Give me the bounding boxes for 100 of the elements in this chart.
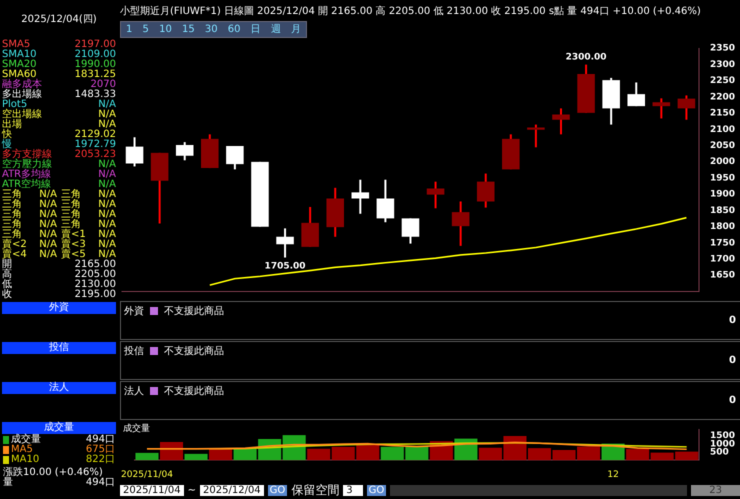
text: 2197.00	[74, 39, 116, 50]
candlestick	[652, 97, 670, 120]
text: N/A	[98, 159, 116, 170]
y-tick-label: 2200	[710, 92, 736, 102]
candlestick	[226, 145, 244, 170]
text: 494口	[86, 434, 115, 445]
text: 2070	[90, 79, 116, 90]
text: N/A	[98, 99, 116, 110]
text: 1 5 10 15 30 60 日 週 月	[120, 21, 308, 38]
text: N/A	[98, 169, 116, 180]
text: 2129.02	[74, 129, 116, 140]
text: N/A	[98, 199, 116, 210]
y-tick-label: 2000	[710, 157, 736, 168]
y-tick-label: 2150	[710, 108, 736, 119]
text: 不支援此商品	[164, 384, 224, 398]
chart-title: 法人	[124, 386, 144, 397]
text: 量	[3, 477, 13, 488]
text: ATR多均線	[2, 169, 52, 180]
text: N/A	[98, 209, 116, 220]
chart-title: 外資	[124, 306, 144, 317]
y-tick-label: 1800	[710, 222, 736, 232]
text: 三角	[2, 189, 22, 200]
text: 1990.00	[74, 59, 116, 70]
text: 三角	[2, 229, 22, 240]
text: 三角	[61, 209, 81, 220]
text: 融多成本	[2, 79, 42, 90]
text: GO	[268, 485, 288, 496]
text: 開	[2, 259, 12, 270]
annotation: 2300.00	[566, 52, 607, 62]
text: 慢	[2, 139, 12, 150]
text: N/A	[39, 209, 57, 220]
text: 2025/11/04	[120, 485, 184, 496]
text: 三角	[2, 209, 22, 220]
text: 三角	[61, 189, 81, 200]
y-tick-label: 2050	[710, 141, 736, 152]
chart-title: 成交量	[123, 422, 150, 435]
text: 多方支撐線	[2, 149, 52, 160]
text: 2205.00	[74, 269, 116, 280]
text: 空出場線	[2, 109, 42, 120]
text: 三角	[2, 199, 22, 210]
y-tick-label: 2300	[710, 60, 736, 70]
text: N/A	[98, 179, 116, 190]
text: 2195.00	[74, 289, 116, 300]
text: N/A	[39, 239, 57, 250]
text: GO	[366, 485, 386, 496]
candlestick	[476, 172, 495, 209]
y-tick-label: 1700	[710, 254, 736, 265]
y-tick-label: 1850	[710, 206, 736, 216]
text: 三角	[2, 219, 22, 230]
text: 多出場線	[2, 89, 42, 100]
candlestick	[452, 200, 470, 247]
text: 外資	[2, 302, 116, 314]
text: N/A	[98, 229, 116, 240]
text: 賣<4	[2, 249, 27, 260]
bar	[160, 442, 184, 460]
text: 2109.00	[74, 49, 116, 60]
text: 822口	[86, 454, 115, 465]
text: 不支援此商品	[164, 344, 224, 358]
text: 1972.79	[74, 139, 116, 150]
text: 2025/12/04	[200, 485, 264, 496]
legend-label: MA5	[11, 444, 33, 455]
text: 保留空間	[291, 482, 340, 499]
text: N/A	[39, 249, 57, 260]
text: SMA5	[2, 39, 30, 50]
text: 三角	[61, 219, 81, 230]
candlestick	[627, 81, 646, 108]
text: 23	[691, 485, 740, 496]
legend-label: MA10	[11, 454, 40, 465]
text: N/A	[98, 119, 116, 130]
candlestick	[176, 141, 194, 162]
y-tick-label: 1750	[710, 238, 736, 248]
legend-label: 成交量	[11, 434, 41, 445]
y-tick-label: 2250	[710, 76, 736, 86]
text: 賣<3	[61, 239, 86, 250]
text: 空方壓力線	[2, 159, 52, 170]
text: SMA60	[2, 69, 37, 80]
text: 1483.33	[74, 89, 116, 100]
candlestick	[126, 136, 144, 168]
text: N/A	[98, 219, 116, 230]
text: 賣<1	[61, 229, 86, 240]
chart-title: 成交量	[44, 422, 74, 433]
text: 675口	[86, 444, 115, 455]
candlestick	[426, 180, 444, 210]
y-tick-label: 1950	[710, 173, 736, 184]
text: SMA10	[2, 49, 37, 60]
text: 賣<2	[2, 239, 27, 250]
text: 收	[2, 289, 12, 300]
candlestick	[352, 178, 370, 215]
candlestick	[527, 124, 545, 148]
text: 賣<5	[61, 249, 86, 260]
candlestick	[276, 227, 294, 259]
chart-title: 投信	[124, 346, 144, 357]
chart-title: 小型期近月(FIUWF*1) 日線圖 2025/12/04 開 2165.00 高 2205.00 低 2130.00 收 2195.00 s點 量 494口 +10.00 (+0.46%)	[120, 4, 701, 18]
text: 投信	[2, 342, 116, 354]
text: Plot5	[2, 99, 28, 110]
text: 2130.00	[74, 279, 116, 290]
text: N/A	[98, 189, 116, 200]
text: 低	[2, 279, 12, 290]
text: N/A	[98, 239, 116, 250]
y-tick-label: 1650	[710, 270, 736, 281]
